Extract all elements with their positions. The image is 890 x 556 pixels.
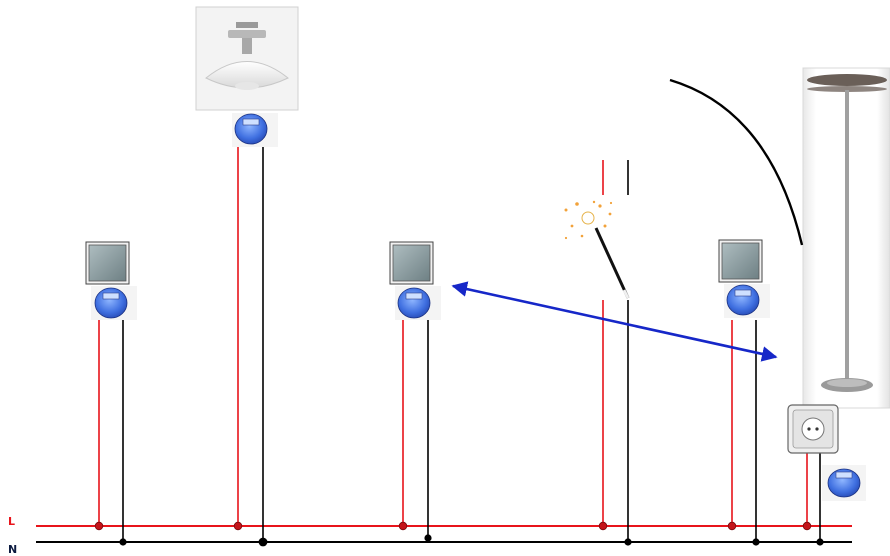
- bidirectional-link-arrow[interactable]: [451, 281, 778, 362]
- neutral-junction-dots: [119, 534, 824, 547]
- wall-switch-icon[interactable]: [718, 239, 763, 283]
- ceiling-lamp-icon[interactable]: [195, 6, 299, 111]
- magic-wand-icon[interactable]: [564, 200, 630, 299]
- blue-meter-module-icon[interactable]: [724, 284, 770, 318]
- live-drop-wires: [98, 146, 808, 526]
- live-junction-dots: [94, 521, 812, 531]
- wall-socket-icon[interactable]: [787, 404, 839, 454]
- wall-switch-icon[interactable]: [85, 241, 130, 285]
- blue-meter-module-icon[interactable]: [395, 286, 441, 320]
- floor-lamp-icon[interactable]: [802, 67, 890, 409]
- blue-meter-module-icon[interactable]: [232, 113, 278, 147]
- blue-meter-module-icon[interactable]: [822, 465, 866, 501]
- wall-switch-icon[interactable]: [389, 241, 434, 285]
- blue-meter-module-icon[interactable]: [91, 286, 137, 320]
- neutral-bus-label: N: [8, 543, 17, 556]
- live-bus-label: L: [8, 515, 15, 528]
- floor-lamp-cord: [669, 78, 804, 246]
